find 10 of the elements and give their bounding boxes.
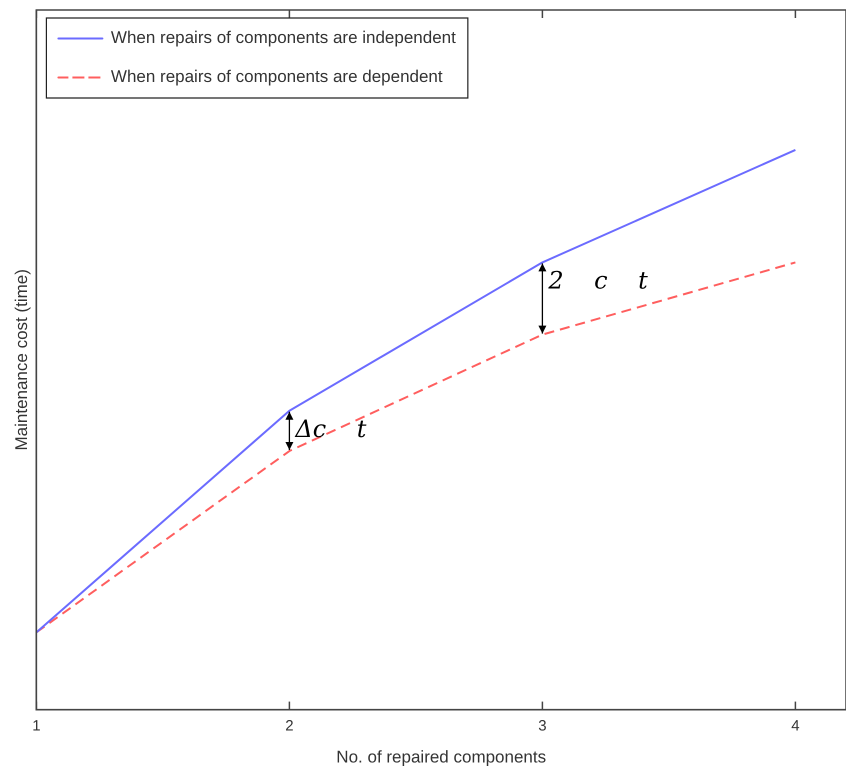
annotation: 2 c t bbox=[547, 266, 648, 295]
y-axis-title: Maintenance cost (time) bbox=[12, 269, 31, 451]
x-axis-title: No. of repaired components bbox=[336, 747, 546, 766]
x-tick-label: 4 bbox=[791, 718, 800, 735]
legend-label: When repairs of components are independent bbox=[110, 28, 456, 48]
x-tick-label: 3 bbox=[538, 718, 547, 735]
annotation: Δc t bbox=[294, 414, 367, 443]
x-tick-label: 2 bbox=[285, 718, 294, 735]
x-tick-label: 1 bbox=[32, 718, 41, 735]
legend-label: When repairs of components are dependent bbox=[110, 67, 443, 86]
